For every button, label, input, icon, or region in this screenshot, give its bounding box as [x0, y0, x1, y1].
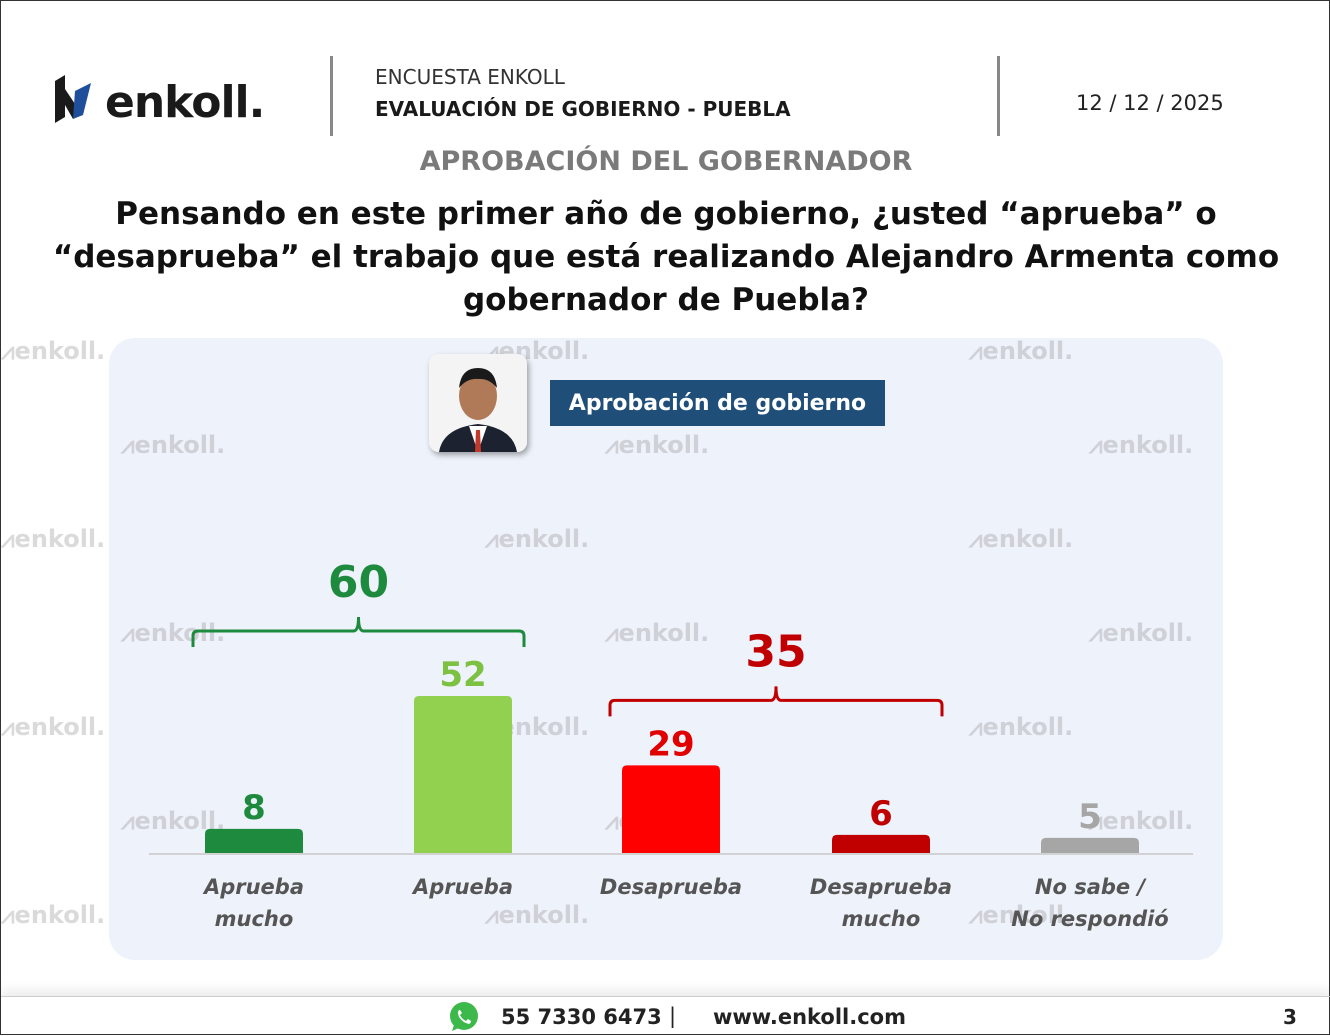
page-number: 3 [1283, 1005, 1297, 1029]
bar [205, 828, 303, 853]
question-text: Pensando en este primer año de gobierno,… [52, 196, 1280, 318]
watermark-logo: ⩘enkoll. [121, 431, 226, 459]
group-bracket [608, 686, 944, 717]
chart-panel [109, 338, 1223, 960]
data-label: 5 [1078, 797, 1102, 837]
logo-text: enkoll. [105, 77, 265, 128]
watermark-logo: ⩘enkoll. [485, 525, 590, 553]
group-total-label: 60 [328, 557, 389, 608]
watermark-logo: ⩘enkoll. [121, 619, 226, 647]
data-label: 6 [869, 794, 893, 834]
watermark-logo: ⩘enkoll. [485, 901, 590, 929]
category-label: Aprueba [202, 875, 304, 899]
bar [1041, 837, 1139, 853]
footer-separator: | [669, 1004, 677, 1028]
category-label: mucho [842, 907, 921, 931]
divider [997, 56, 1000, 136]
data-label: 8 [242, 788, 266, 828]
footer-phone: 55 7330 6473 [501, 1005, 662, 1029]
category-label: No sabe / [1035, 875, 1148, 899]
watermark-logo: ⩘enkoll. [1, 525, 106, 553]
watermark-logo: ⩘enkoll. [1089, 807, 1194, 835]
bar-chart: 8 Aprueba mucho 52 Aprueba 29 Desaprueba 6 Desap… [149, 557, 1193, 931]
watermark-logo: ⩘enkoll. [1, 713, 106, 741]
watermark-logo: ⩘enkoll. [969, 337, 1074, 365]
bar [622, 765, 720, 853]
bar [414, 695, 512, 853]
footer-website[interactable]: www.enkoll.com [713, 1005, 906, 1029]
data-label: 29 [647, 724, 694, 764]
enkoll-logo-icon [55, 75, 91, 123]
watermark-logo: ⩘enkoll. [969, 901, 1074, 929]
watermark-logo: ⩘enkoll. [969, 713, 1074, 741]
data-label: 52 [439, 655, 486, 695]
group-total-label: 35 [745, 626, 806, 677]
watermark-logo: ⩘enkoll. [969, 525, 1074, 553]
whatsapp-icon [450, 1002, 478, 1031]
category-label: Desaprueba [810, 875, 952, 899]
watermark-logo: ⩘enkoll. [1089, 431, 1194, 459]
watermark-logo: ⩘enkoll. [1089, 619, 1194, 647]
watermark-logo: ⩘enkoll. [1, 901, 106, 929]
footer [1, 996, 1330, 1036]
category-label: Aprueba [411, 875, 513, 899]
section-title: APROBACIÓN DEL GOBERNADOR [419, 146, 913, 177]
group-bracket [191, 616, 526, 647]
survey-date: 12 / 12 / 2025 [1076, 91, 1224, 115]
category-label: No respondió [1011, 907, 1168, 931]
enkoll-logo: enkoll. [51, 69, 265, 128]
chart-badge: Aprobación de gobierno [550, 380, 885, 426]
category-label: Desaprueba [600, 875, 742, 899]
watermark-logo: ⩘enkoll. [605, 619, 710, 647]
governor-photo [429, 354, 527, 452]
watermark-logo: ⩘enkoll. [605, 431, 710, 459]
watermark-logo: ⩘enkoll. [1, 337, 106, 365]
category-label: mucho [215, 907, 294, 931]
survey-label: ENCUESTA ENKOLL [375, 65, 565, 89]
bar [832, 834, 930, 853]
survey-title: EVALUACIÓN DE GOBIERNO - PUEBLA [375, 97, 791, 121]
divider [330, 56, 333, 136]
